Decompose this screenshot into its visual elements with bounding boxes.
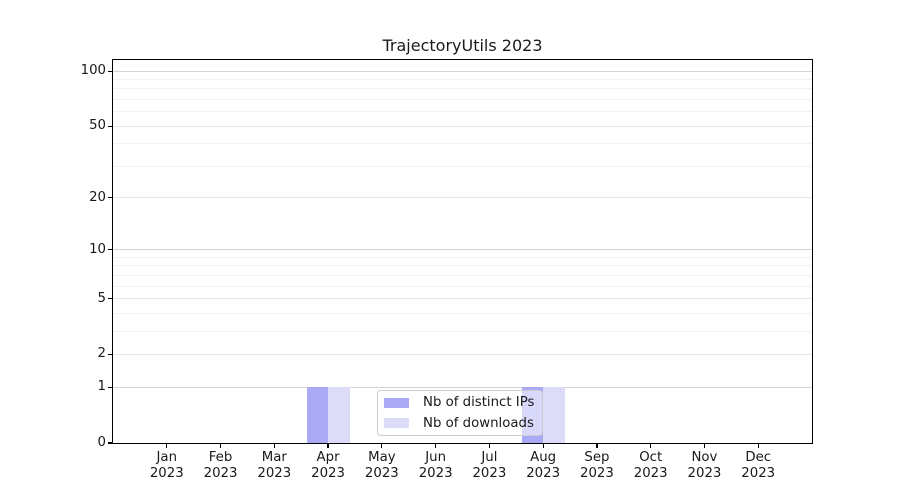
x-tick-label-line: 2023 (526, 465, 561, 481)
x-tick-label-aug-2023: Aug 2023 (511, 450, 575, 481)
x-tick-label-mar-2023: Mar 2023 (242, 450, 306, 481)
legend: Nb of distinct IPs Nb of downloads (377, 390, 543, 436)
x-tick-label-line: Mar (261, 450, 287, 465)
legend-swatch-downloads (384, 418, 409, 429)
gridline-20 (113, 197, 812, 199)
gridline-minor-90 (113, 79, 812, 81)
x-tick-mark-dec-2023 (757, 443, 759, 448)
x-tick-label-may-2023: May 2023 (350, 450, 414, 481)
x-tick-label-line: Apr (316, 450, 340, 465)
x-tick-mark-aug-2023 (542, 443, 544, 448)
x-tick-label-line: Nov (691, 450, 718, 465)
x-tick-label-line: 2023 (580, 465, 614, 481)
x-tick-label-jul-2023: Jul 2023 (457, 450, 521, 481)
gridline-minor-80 (113, 88, 812, 90)
x-tick-label-line: May (368, 450, 396, 465)
y-tick-mark-20 (108, 197, 113, 199)
y-tick-mark-50 (108, 125, 113, 127)
x-tick-label-line: 2023 (149, 465, 184, 481)
legend-item-downloads: Nb of downloads (384, 414, 542, 432)
y-tick-label-20: 20 (89, 189, 106, 205)
gridline-2 (113, 353, 812, 355)
x-tick-label-jan-2023: Jan 2023 (135, 450, 199, 481)
y-tick-label-10: 10 (89, 241, 106, 257)
x-tick-label-line: 2023 (257, 465, 292, 481)
gridline-minor-4 (113, 312, 812, 314)
bar-downloads-aug-2023 (543, 387, 565, 443)
y-tick-label-50: 50 (89, 118, 106, 134)
x-tick-label-line: 2023 (633, 465, 668, 481)
legend-label-distinct-ips: Nb of distinct IPs (423, 395, 535, 411)
gridline-minor-6 (113, 285, 812, 287)
x-tick-label-line: Oct (639, 450, 663, 465)
x-tick-label-apr-2023: Apr 2023 (296, 450, 360, 481)
gridline-1 (113, 386, 812, 388)
y-tick-label-0: 0 (97, 435, 106, 450)
plot-area (113, 60, 812, 443)
y-tick-label-5: 5 (97, 290, 106, 306)
y-tick-mark-0 (108, 442, 113, 444)
x-tick-mark-jun-2023 (435, 443, 437, 448)
gridline-100 (113, 70, 812, 72)
x-tick-label-line: Dec (745, 450, 772, 465)
x-tick-mark-feb-2023 (219, 443, 222, 448)
gridline-minor-70 (113, 99, 812, 101)
x-tick-label-nov-2023: Nov 2023 (672, 450, 736, 481)
x-tick-mark-jul-2023 (488, 443, 490, 448)
legend-label-downloads: Nb of downloads (423, 415, 534, 431)
x-tick-label-jun-2023: Jun 2023 (404, 450, 468, 481)
y-tick-mark-10 (108, 249, 113, 251)
x-tick-label-line: Sep (584, 450, 610, 465)
y-tick-label-100: 100 (80, 63, 106, 79)
x-tick-mark-apr-2023 (327, 443, 329, 448)
legend-item-distinct-ips: Nb of distinct IPs (384, 394, 542, 412)
y-tick-mark-5 (108, 298, 113, 300)
y-tick-label-2: 2 (97, 346, 106, 362)
gridline-50 (113, 125, 812, 127)
x-tick-mark-sep-2023 (596, 443, 598, 448)
legend-swatch-distinct-ips (384, 397, 409, 408)
y-tick-mark-100 (108, 70, 113, 72)
x-tick-label-sep-2023: Sep 2023 (565, 450, 629, 481)
x-tick-label-line: 2023 (472, 465, 507, 481)
x-tick-mark-may-2023 (381, 443, 383, 448)
chart-title: TrajectoryUtils 2023 (382, 36, 543, 55)
x-tick-label-line: 2023 (687, 465, 722, 481)
bar-downloads-apr-2023 (328, 387, 350, 443)
x-tick-mark-oct-2023 (650, 443, 652, 448)
x-tick-mark-nov-2023 (703, 443, 706, 448)
x-tick-label-line: 2023 (741, 465, 776, 481)
y-tick-label-1: 1 (97, 379, 106, 395)
x-tick-label-line: Jun (425, 450, 446, 465)
x-tick-label-line: 2023 (203, 465, 238, 481)
x-tick-label-line: Jan (156, 450, 178, 465)
x-tick-label-line: 2023 (364, 465, 399, 481)
gridline-minor-60 (113, 111, 812, 113)
x-tick-label-line: 2023 (311, 465, 345, 481)
gridline-10 (113, 249, 812, 251)
gridline-minor-8 (113, 265, 812, 267)
gridline-minor-7 (113, 274, 812, 276)
x-tick-label-line: Feb (208, 450, 233, 465)
x-tick-label-oct-2023: Oct 2023 (619, 450, 683, 481)
gridline-minor-9 (113, 256, 812, 258)
x-tick-label-line: Aug (530, 450, 557, 465)
x-tick-label-dec-2023: Dec 2023 (726, 450, 790, 481)
bar-distinct-ips-apr-2023 (306, 387, 329, 443)
x-tick-label-feb-2023: Feb 2023 (189, 450, 253, 481)
x-tick-mark-jan-2023 (166, 443, 168, 448)
gridline-minor-30 (113, 165, 812, 167)
x-tick-label-line: Jul (481, 450, 498, 465)
gridline-5 (113, 298, 812, 300)
gridline-minor-3 (113, 330, 812, 332)
y-tick-mark-1 (108, 386, 113, 388)
x-tick-mark-mar-2023 (273, 443, 275, 448)
x-tick-label-line: 2023 (418, 465, 453, 481)
gridline-minor-40 (113, 143, 812, 145)
y-tick-mark-2 (108, 353, 113, 356)
